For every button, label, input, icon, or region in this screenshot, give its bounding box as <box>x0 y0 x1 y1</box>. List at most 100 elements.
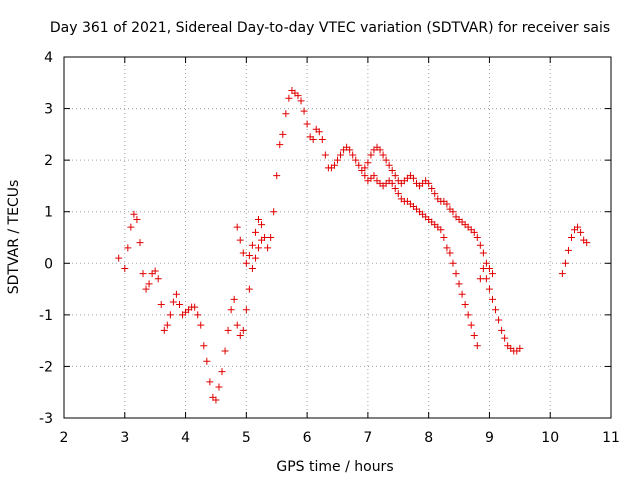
data-point <box>221 347 229 355</box>
data-point <box>115 254 123 262</box>
data-point <box>361 164 369 172</box>
data-point <box>476 241 484 249</box>
data-point <box>258 221 266 229</box>
data-point <box>337 151 345 159</box>
data-point <box>309 136 317 144</box>
data-point <box>334 156 341 164</box>
data-point <box>564 246 572 254</box>
data-point <box>482 259 490 267</box>
data-point <box>224 326 232 334</box>
series-arc-4 <box>558 223 591 278</box>
data-point <box>236 331 244 339</box>
data-point <box>303 120 311 128</box>
data-point <box>267 234 275 241</box>
x-tick-label: 11 <box>602 430 620 446</box>
data-point <box>121 264 129 272</box>
data-point <box>163 321 171 329</box>
data-point <box>561 259 569 267</box>
data-point <box>464 311 472 319</box>
data-point <box>446 249 454 257</box>
data-point <box>440 234 448 241</box>
data-point <box>452 270 460 278</box>
data-point <box>361 172 369 180</box>
data-point <box>431 190 439 198</box>
y-tick-label: -3 <box>39 411 53 427</box>
data-point <box>376 146 384 154</box>
plot-frame <box>63 56 612 419</box>
data-point <box>239 326 247 334</box>
data-point <box>151 267 159 275</box>
x-tick-label: 3 <box>120 430 129 446</box>
data-point <box>212 396 220 404</box>
data-point <box>245 285 253 293</box>
x-axis-label: GPS time / hours <box>276 459 393 475</box>
data-point <box>394 190 402 198</box>
data-point <box>218 368 226 376</box>
data-point <box>227 306 235 314</box>
data-point <box>230 295 238 303</box>
data-point <box>254 244 262 252</box>
x-tick-label: 6 <box>303 430 312 446</box>
x-tick-label: 5 <box>242 430 251 446</box>
data-point <box>437 226 445 234</box>
data-point <box>379 151 387 159</box>
data-point <box>516 344 524 352</box>
y-tick-label: 4 <box>44 50 53 66</box>
data-point <box>443 200 451 208</box>
data-point <box>139 270 147 278</box>
data-point <box>154 275 162 283</box>
data-point <box>492 306 500 314</box>
data-point <box>479 249 487 257</box>
data-point <box>391 185 399 193</box>
data-point <box>473 234 481 241</box>
data-point <box>203 357 211 365</box>
data-point <box>409 174 417 182</box>
data-point <box>297 97 305 105</box>
data-point <box>391 172 399 180</box>
series-arc-2 <box>233 87 524 355</box>
data-point <box>330 161 338 169</box>
data-point <box>279 130 287 138</box>
grid <box>64 57 611 418</box>
data-point <box>485 264 493 272</box>
data-point <box>206 378 214 386</box>
y-tick-label: 0 <box>44 256 53 272</box>
data-point <box>136 239 144 247</box>
data-point <box>315 128 323 136</box>
x-tick-label: 8 <box>424 430 433 446</box>
data-point <box>169 298 177 306</box>
chart-title: Day 361 of 2021, Sidereal Day-to-day VTE… <box>50 20 610 36</box>
data-point <box>191 303 199 311</box>
y-tick-label: -2 <box>39 359 53 375</box>
data-point <box>127 223 135 231</box>
data-point <box>200 342 208 350</box>
data-point <box>388 166 396 174</box>
data-point <box>239 249 247 257</box>
data-point <box>488 295 496 303</box>
data-point <box>461 301 469 309</box>
data-point <box>567 234 575 241</box>
data-point <box>476 275 484 283</box>
data-point <box>233 321 241 329</box>
data-point <box>215 383 223 391</box>
data-point <box>172 290 180 298</box>
data-point <box>242 306 250 314</box>
data-point <box>467 321 475 329</box>
y-axis-label: SDTVAR / TECUs <box>6 180 22 295</box>
data-point <box>145 280 153 288</box>
data-point <box>248 241 256 249</box>
x-tick-label: 9 <box>485 430 494 446</box>
data-point <box>142 285 150 293</box>
data-point <box>251 254 259 262</box>
data-point <box>349 151 357 159</box>
data-point <box>157 301 165 309</box>
data-point <box>425 179 433 187</box>
data-point <box>270 208 278 216</box>
data-point <box>160 326 168 334</box>
data-point <box>583 239 591 247</box>
data-point <box>318 136 326 144</box>
data-point <box>166 311 174 319</box>
data-point <box>273 172 281 180</box>
data-point <box>236 236 244 244</box>
